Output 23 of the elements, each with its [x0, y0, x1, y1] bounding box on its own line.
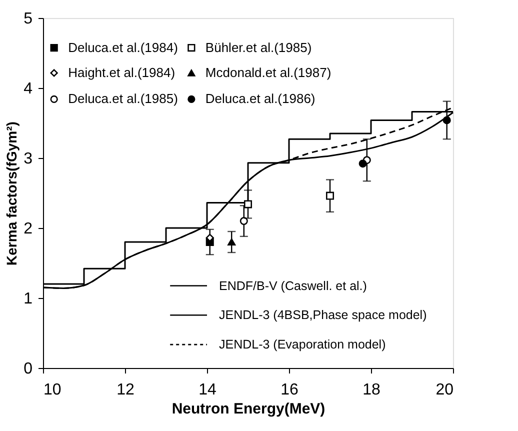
legend-label: ENDF/B-V (Caswell. et al.)	[219, 278, 367, 293]
x-tick-label: 16	[280, 382, 298, 398]
x-tick-label: 18	[362, 382, 380, 398]
x-tick-label: 14	[198, 382, 216, 398]
legend-label: JENDL-3 (4BSB,Phase space model)	[219, 308, 427, 322]
legend-label: Deluca.et al.(1984)	[68, 40, 178, 55]
x-tick-label: 12	[116, 382, 134, 398]
legend-label: Deluca.et al.(1986)	[205, 91, 316, 106]
y-tick-label: 5	[24, 10, 33, 28]
x-tick-label: 20	[436, 382, 454, 398]
y-tick-label: 1	[24, 290, 33, 308]
y-tick-label: 3	[24, 150, 33, 168]
legend-label: Bühler.et al.(1985)	[205, 40, 312, 55]
y-tick-label: 2	[24, 220, 33, 238]
x-tick-label: 10	[44, 382, 62, 398]
y-axis-title: Kerma factors(fGym²)	[4, 122, 20, 266]
y-tick-label: 4	[24, 80, 33, 98]
y-tick-label: 0	[24, 360, 33, 378]
legend-label: Deluca.et al.(1985)	[68, 91, 178, 106]
legend-label: JENDL-3 (Evaporation model)	[219, 338, 386, 352]
x-axis-title: Neutron Energy(MeV)	[172, 400, 326, 418]
legend-label: Haight.et al.(1984)	[68, 64, 176, 80]
legend-label: Mcdonald.et al.(1987)	[205, 64, 332, 80]
